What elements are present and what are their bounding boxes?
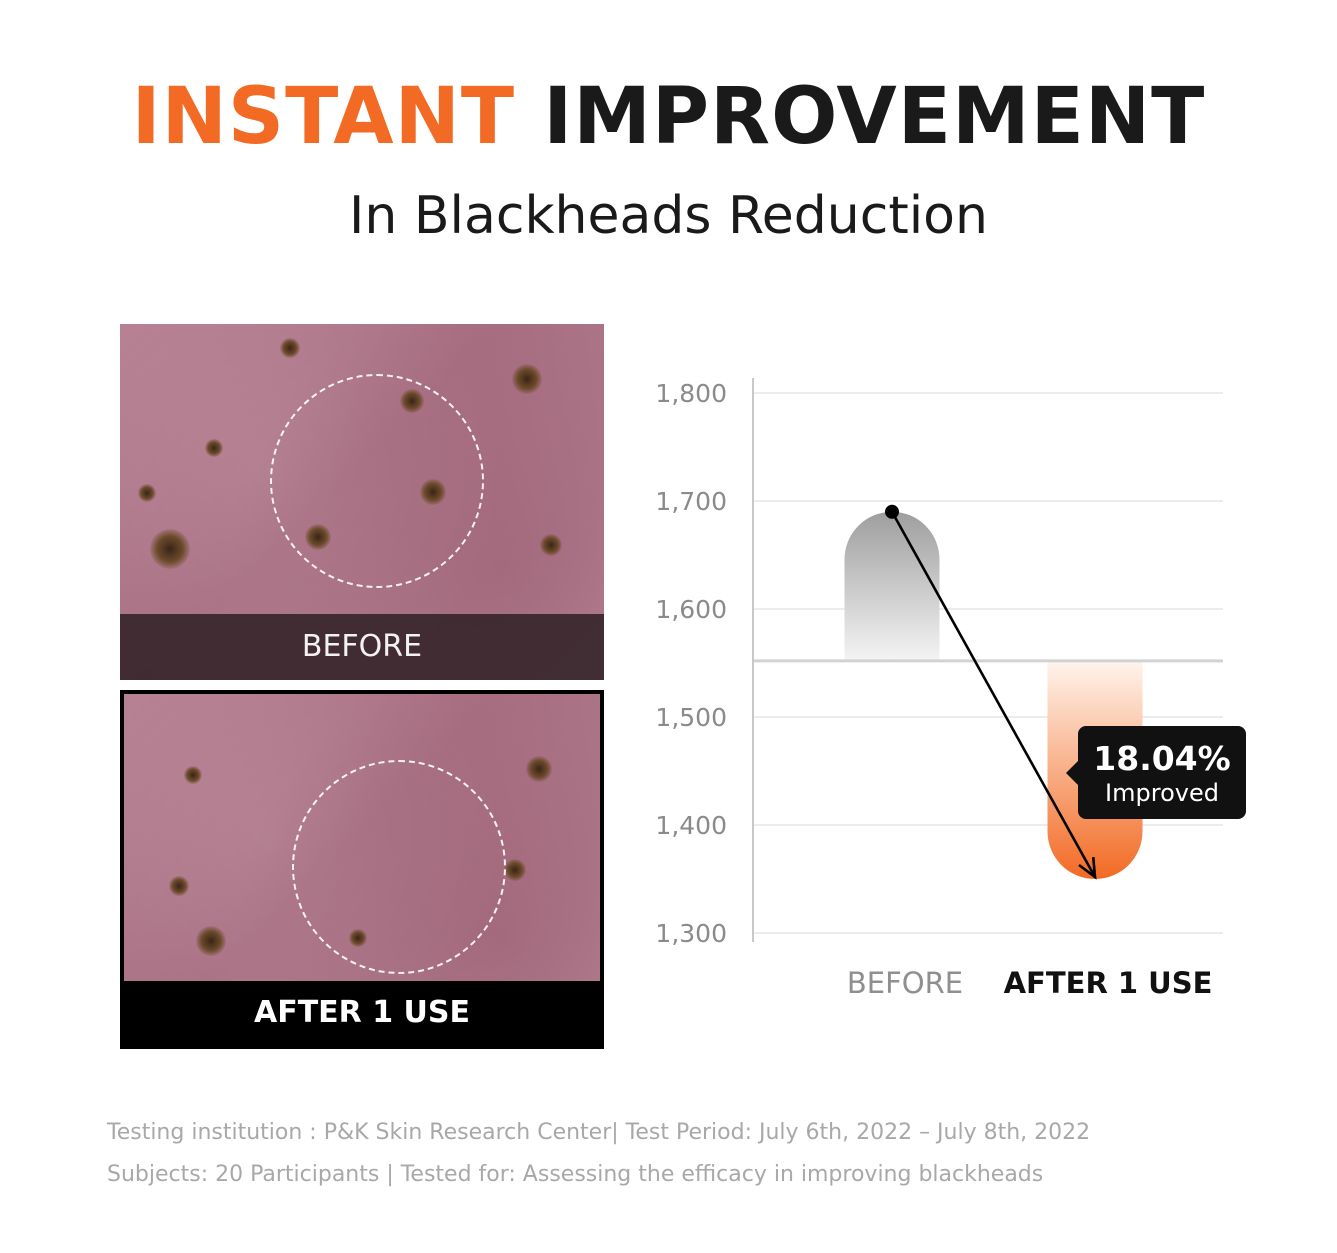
category-label: AFTER 1 USE: [1004, 966, 1213, 1000]
blackhead: [138, 484, 156, 502]
focus-circle: [292, 760, 506, 974]
trend-arrow-head: [1078, 856, 1097, 880]
bar-before: [844, 511, 940, 661]
blackhead: [526, 756, 552, 782]
callout-box: [1078, 726, 1246, 819]
blackhead: [205, 439, 223, 457]
focus-circle: [270, 374, 484, 588]
after-photo: AFTER 1 USE: [120, 690, 604, 1049]
page-subtitle: In Blackheads Reduction: [349, 186, 988, 246]
y-tick-label: 1,400: [655, 811, 727, 840]
title-rest: IMPROVEMENT: [543, 72, 1206, 162]
before-photo: BEFORE: [120, 324, 604, 680]
page-title: INSTANT IMPROVEMENT: [0, 72, 1337, 162]
category-label: BEFORE: [847, 966, 963, 1000]
title-accent: INSTANT: [131, 72, 516, 162]
blackheads-bar-chart: 1,800 1,700 1,600 1,500 1,400 1,300 18.04%Imp…: [655, 378, 1246, 1000]
y-tick-label: 1,700: [655, 487, 727, 516]
blackhead: [280, 338, 300, 358]
after-caption: AFTER 1 USE: [124, 981, 600, 1045]
blackhead: [150, 529, 190, 569]
blackhead: [169, 876, 189, 896]
blackhead: [512, 364, 542, 394]
y-tick-label: 1,600: [655, 595, 727, 624]
y-tick-label: 1,300: [655, 919, 727, 948]
before-caption: BEFORE: [120, 614, 604, 680]
blackhead: [184, 766, 202, 784]
improvement-value: 18.04%: [1093, 739, 1230, 778]
y-tick-label: 1,500: [655, 703, 727, 732]
blackhead: [196, 926, 226, 956]
footer-institution: Testing institution : P&K Skin Research …: [107, 1120, 1091, 1145]
blackhead: [504, 859, 526, 881]
blackhead: [540, 534, 562, 556]
trend-start-dot: [885, 504, 899, 519]
footer-subjects: Subjects: 20 Participants | Tested for: …: [107, 1162, 1044, 1187]
y-tick-label: 1,800: [655, 379, 727, 408]
trend-arrow-line: [890, 511, 1097, 878]
callout-pointer: [1066, 761, 1078, 785]
improvement-label: Improved: [1105, 779, 1219, 807]
